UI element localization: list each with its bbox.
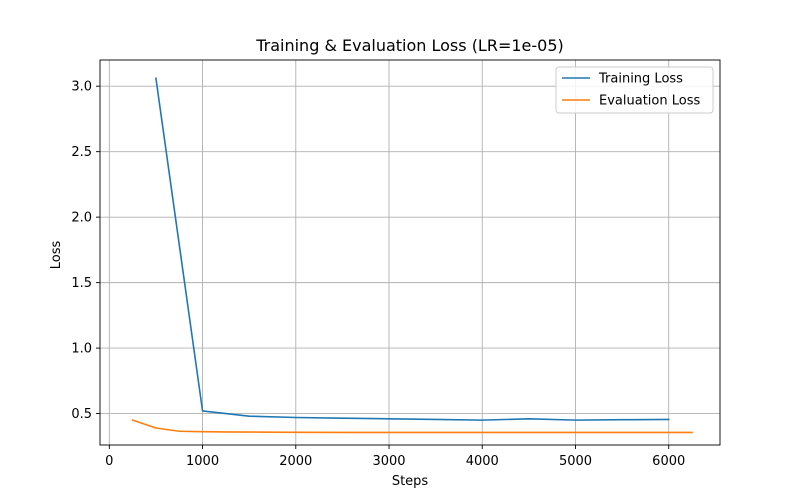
x-tick-label: 4000 [466, 454, 499, 469]
plot-area: 0 1000 2000 3000 4000 5000 6000 0.5 1.0 1.5 2.0 2.5… [71, 59, 721, 469]
y-tick-label: 1.5 [71, 276, 92, 291]
x-tick-label: 1000 [186, 454, 219, 469]
x-axis-label: Steps [392, 474, 429, 489]
y-tick-label: 0.5 [71, 407, 92, 422]
legend-box [555, 66, 714, 114]
x-tick-label: 6000 [652, 454, 685, 469]
x-tick-label: 5000 [559, 454, 592, 469]
series-line-evaluation-loss [131, 419, 693, 434]
y-tick-label: 1.0 [71, 342, 92, 357]
legend-label: Evaluation Loss [599, 94, 700, 109]
y-tick-label: 2.5 [71, 145, 92, 160]
y-tick-label: 2.0 [71, 211, 92, 226]
legend: Training Loss Evaluation Loss [555, 66, 714, 114]
chart-title: Training & Evaluation Loss (LR=1e-05) [255, 36, 564, 55]
x-tick-label: 2000 [279, 454, 312, 469]
y-axis-label: Loss [49, 241, 64, 270]
y-tick-label: 3.0 [71, 80, 92, 95]
axes-frame [99, 59, 721, 446]
series-line-training-loss [155, 77, 670, 421]
x-tick-label: 3000 [372, 454, 405, 469]
x-tick-label: 0 [105, 454, 113, 469]
legend-label: Training Loss [598, 72, 683, 87]
